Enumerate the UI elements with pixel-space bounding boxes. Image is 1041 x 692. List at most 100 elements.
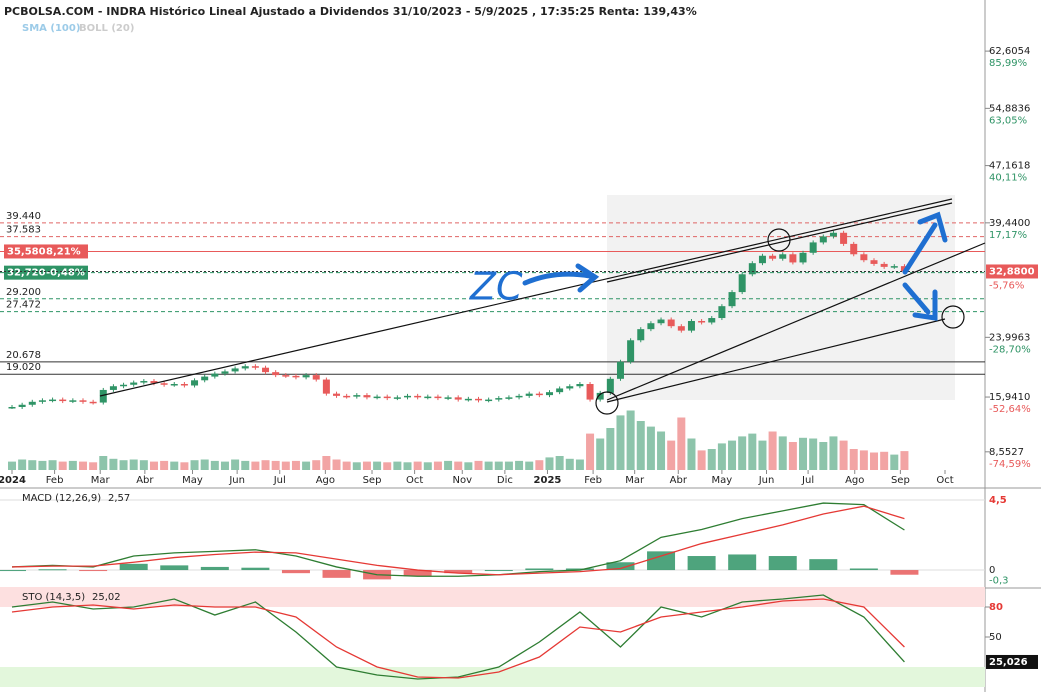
volume-bar — [190, 460, 199, 470]
panel-value: 2,57 — [108, 493, 130, 504]
candle — [49, 399, 57, 402]
candle — [221, 371, 229, 374]
indicator-label: BOLL (20) — [79, 23, 134, 34]
volume-bar — [788, 442, 797, 470]
candle — [140, 381, 148, 383]
candle — [799, 252, 807, 263]
panel-value: 25,02 — [92, 592, 121, 603]
candle — [475, 398, 482, 401]
volume-bar — [433, 461, 442, 470]
volume-bar — [18, 459, 27, 470]
highlight-zone — [607, 195, 955, 400]
candle — [424, 396, 432, 399]
candle — [566, 386, 574, 389]
candle — [404, 395, 412, 398]
candle — [150, 381, 158, 384]
candle — [201, 376, 209, 381]
panel-title: MACD (12,26,9) — [22, 493, 101, 504]
volume-bar — [78, 461, 87, 470]
volume-bar — [839, 440, 848, 470]
level-label: 29.200 — [6, 287, 41, 298]
volume-bar — [677, 417, 686, 470]
last-price-label: 32,8800 — [989, 266, 1035, 277]
volume-bar — [900, 451, 909, 470]
x-tick-label: Jun — [228, 475, 245, 486]
histogram-bar — [849, 568, 878, 571]
y-tick-pct: -74,59% — [989, 459, 1031, 470]
y-tick-label: 47,1618 — [989, 161, 1030, 172]
candle — [819, 236, 827, 243]
candle — [322, 379, 330, 394]
last-value-label: 25,026 — [989, 657, 1028, 668]
volume-bar — [525, 461, 534, 470]
level-box — [4, 265, 88, 280]
candle — [647, 323, 655, 330]
candle — [698, 320, 706, 323]
x-tick-label: Feb — [46, 475, 64, 486]
volume-bar — [210, 460, 219, 470]
volume-bar — [180, 462, 189, 470]
indicator-line — [11, 598, 905, 679]
candle — [667, 319, 675, 327]
candle — [454, 397, 462, 400]
candle — [251, 366, 259, 368]
last-value-box — [986, 654, 1038, 669]
volume-bar — [717, 443, 726, 470]
candle — [211, 373, 219, 377]
candle — [28, 401, 36, 405]
volume-bar — [99, 456, 108, 470]
panel-title: STO (14,3,5) — [22, 592, 85, 603]
header-title: PCBOLSA.COM - INDRA Histórico Lineal Aju… — [4, 5, 697, 18]
y-tick-pct: 63,05% — [989, 115, 1027, 126]
candle — [130, 382, 138, 385]
volume-bar — [555, 456, 564, 470]
candle — [535, 393, 543, 396]
x-tick-label: Mar — [91, 475, 111, 486]
x-tick-label: Ago — [316, 475, 335, 486]
circle-marker — [941, 305, 965, 329]
volume-bar — [738, 436, 747, 470]
y-tick-label: 15,9410 — [989, 392, 1030, 403]
zone-band — [0, 587, 985, 607]
volume-bar — [352, 462, 361, 470]
candle — [414, 395, 422, 398]
y-tick-pct: -52,64% — [989, 404, 1031, 415]
histogram-bar — [0, 570, 26, 572]
x-tick-label: 2025 — [534, 475, 562, 486]
volume-bar — [149, 461, 158, 470]
histogram-bar — [768, 556, 797, 571]
level-label: 27.472 — [6, 300, 41, 311]
volume-bar — [890, 454, 899, 470]
candle — [444, 397, 452, 399]
candle — [687, 320, 695, 331]
y-tick-label: 8,5527 — [989, 447, 1024, 458]
volume-bar — [829, 436, 838, 470]
histogram-bar — [525, 568, 554, 571]
x-tick-label: Jul — [801, 475, 814, 486]
volume-bar — [515, 460, 524, 470]
x-tick-label: 2024 — [0, 475, 26, 486]
candle — [393, 397, 401, 399]
volume-bar — [484, 461, 493, 470]
volume-bar — [809, 438, 818, 470]
volume-bar — [474, 460, 483, 470]
arrow-head — [917, 211, 948, 243]
level-label: 39.440 — [6, 211, 41, 222]
volume-bar — [596, 438, 605, 470]
candle — [677, 326, 685, 331]
handwritten-note: ZC — [469, 265, 523, 309]
y-tick-pct: 17,17% — [989, 230, 1027, 241]
last-price-box — [986, 264, 1038, 279]
volume-bar — [758, 440, 767, 470]
volume-bar — [89, 462, 98, 470]
x-tick-label: Abr — [670, 475, 688, 486]
candle — [79, 400, 87, 402]
volume-bar — [342, 461, 351, 470]
candle — [343, 395, 351, 398]
volume-bar — [393, 461, 402, 470]
x-tick-label: Sep — [891, 475, 910, 486]
arrow-head — [575, 263, 600, 293]
candle — [738, 274, 746, 293]
histogram-bar — [160, 565, 189, 571]
